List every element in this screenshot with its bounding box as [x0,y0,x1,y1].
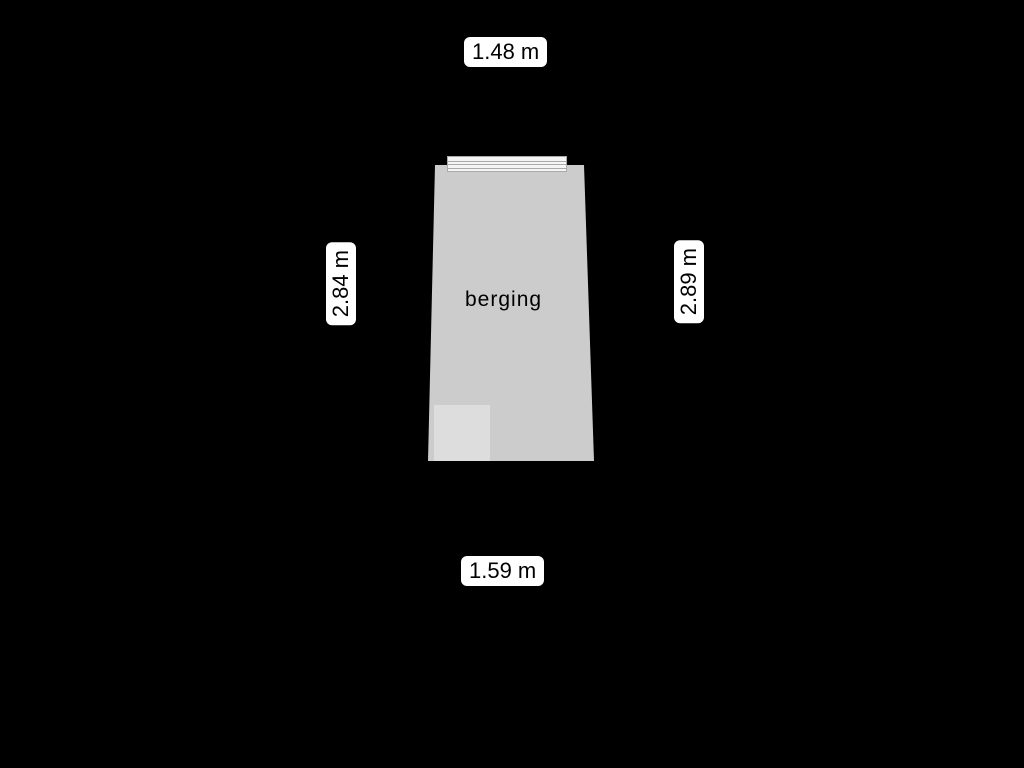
dimension-top: 1.48 m [464,37,547,67]
dimension-left: 2.84 m [326,242,356,325]
dimension-right: 2.89 m [674,240,704,323]
room-label: berging [465,288,542,312]
tick-bottom-left [452,565,457,574]
shelf-fixture [447,156,567,172]
door-opening [434,405,490,461]
floorplan-svg [0,0,1024,768]
dimension-bottom: 1.59 m [461,556,544,586]
tick-bottom-right [563,565,568,574]
